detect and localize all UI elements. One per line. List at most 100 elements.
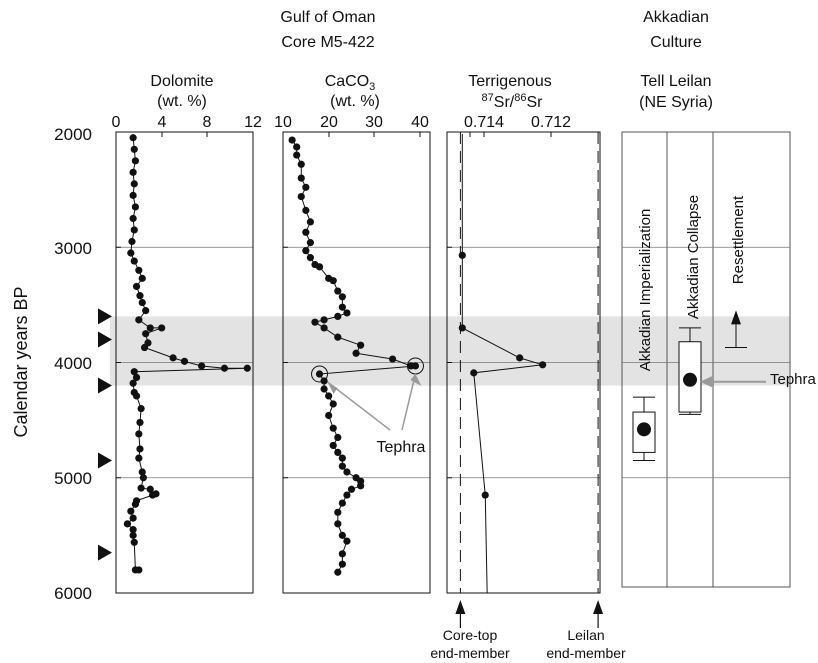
caco3-point-42 <box>338 462 346 470</box>
dolomite-point-15 <box>136 292 144 300</box>
caco3-tephra-arrowhead-0 <box>327 382 338 395</box>
caco3-point-35 <box>329 400 337 408</box>
y-tick-4000: 4000 <box>54 354 92 373</box>
caco3-point-2 <box>293 151 301 159</box>
dolomite-point-50 <box>129 526 137 534</box>
caco3-point-37 <box>329 424 337 432</box>
sr-endmember-arrowhead-0 <box>455 600 466 614</box>
dolomite-point-41 <box>137 484 145 492</box>
caco3-point-1 <box>293 143 301 151</box>
tell-tephra-arrowhead <box>700 375 713 388</box>
dolomite-point-8 <box>130 226 138 234</box>
dolomite-point-36 <box>135 430 143 438</box>
dolomite-point-48 <box>129 514 137 522</box>
dolomite-point-29 <box>130 368 138 376</box>
sr-point-3 <box>539 361 547 369</box>
caco3-point-34 <box>325 392 333 400</box>
tell-frame <box>621 131 791 588</box>
caco3-point-56 <box>334 568 342 576</box>
dolomite-point-51 <box>129 531 137 539</box>
dolomite-point-14 <box>132 282 141 291</box>
dolomite-point-26 <box>198 362 206 370</box>
y-tick-5000: 5000 <box>54 469 92 488</box>
sr-iso-sr2: Sr <box>526 94 543 111</box>
dolomite-point-38 <box>135 454 143 462</box>
event-triangle-1 <box>98 331 112 348</box>
caco3-point-12 <box>306 254 314 262</box>
caco3-title: CaCO3 <box>325 73 376 93</box>
tell-tephra-label: Tephra <box>770 371 817 388</box>
sr-isotope-label: 87Sr/86Sr <box>482 92 544 111</box>
caco3-point-39 <box>329 441 337 450</box>
dolomite-point-9 <box>128 237 136 246</box>
tell-title-line1: Tell Leilan <box>640 73 711 90</box>
culture-title-line1: Akkadian <box>643 9 709 26</box>
akkadian-imperialization-label: Akkadian Imperialization <box>637 209 654 372</box>
dolomite-point-42 <box>146 485 154 493</box>
caco3-point-46 <box>357 482 365 490</box>
sr-series-line <box>461 134 543 594</box>
caco3-point-31 <box>315 370 324 378</box>
caco3-tephra-ring-0 <box>311 365 329 383</box>
dolomite-point-31 <box>129 379 137 387</box>
sr-point-0 <box>458 251 466 259</box>
caco3-point-26 <box>357 341 365 349</box>
caco3-x-ticks: 10 20 30 40 <box>274 114 429 131</box>
caco3-point-36 <box>325 411 333 420</box>
caco3-point-18 <box>338 293 346 301</box>
core-title-line2: Core M5-422 <box>281 34 374 51</box>
dolomite-point-4 <box>130 180 138 188</box>
caco3-point-9 <box>302 228 310 236</box>
core-top-label-line1: Core-top <box>443 627 498 643</box>
caco3-point-50 <box>334 508 342 516</box>
event-triangle-3 <box>98 452 112 469</box>
sr-title: Terrigenous <box>468 73 552 90</box>
dolomite-point-34 <box>137 405 145 413</box>
sr-point-5 <box>481 491 489 499</box>
sr-iso-sr1: Sr/ <box>494 94 515 111</box>
tell-point-0 <box>637 422 651 437</box>
dolomite-point-49 <box>123 520 132 528</box>
y-tick-2000: 2000 <box>54 125 92 144</box>
dolomite-point-39 <box>138 468 146 476</box>
dolomite-point-37 <box>136 445 144 453</box>
dolomite-point-30 <box>132 373 141 382</box>
dolomite-point-23 <box>140 343 149 352</box>
caco3-tephra-arrow-1 <box>401 373 417 431</box>
caco3-panel <box>282 131 431 594</box>
caco3-point-28 <box>389 355 397 363</box>
event-triangle-0 <box>98 308 112 325</box>
tell-point-1 <box>683 372 697 387</box>
caco3-point-7 <box>302 206 310 214</box>
dolomite-point-47 <box>127 507 135 515</box>
strontium-panel <box>446 131 604 628</box>
caco3-unit: (wt. %) <box>330 93 380 110</box>
caco3-point-25 <box>334 333 342 341</box>
caco3-tephra-label: Tephra <box>377 439 426 456</box>
y-axis-label: Calendar years BP <box>11 286 31 437</box>
event-triangle-markers <box>98 308 112 561</box>
tell-leilan-panel <box>621 131 791 588</box>
caco3-point-47 <box>347 485 356 493</box>
caco3-tick-30: 30 <box>365 114 383 131</box>
event-triangle-4 <box>98 544 112 561</box>
caco3-point-6 <box>297 192 305 201</box>
dolomite-point-40 <box>139 474 147 482</box>
caco3-point-20 <box>343 309 351 317</box>
caco3-point-10 <box>306 239 314 247</box>
akkadian-collapse-label: Akkadian Collapse <box>685 195 702 319</box>
caco3-tephra-arrowhead-1 <box>410 373 422 386</box>
sr-point-4 <box>470 369 478 377</box>
dolomite-point-44 <box>152 490 160 498</box>
caco3-point-16 <box>329 277 337 285</box>
caco3-point-17 <box>334 287 342 295</box>
sr-tick-0712: 0.712 <box>531 114 571 131</box>
dolomite-tick-8: 8 <box>203 114 212 131</box>
dolomite-tick-0: 0 <box>112 114 121 131</box>
dolomite-point-17 <box>142 307 150 315</box>
caco3-point-33 <box>320 385 328 393</box>
caco3-point-14 <box>315 263 324 271</box>
dolomite-point-25 <box>180 357 189 365</box>
dolomite-point-12 <box>135 266 143 274</box>
